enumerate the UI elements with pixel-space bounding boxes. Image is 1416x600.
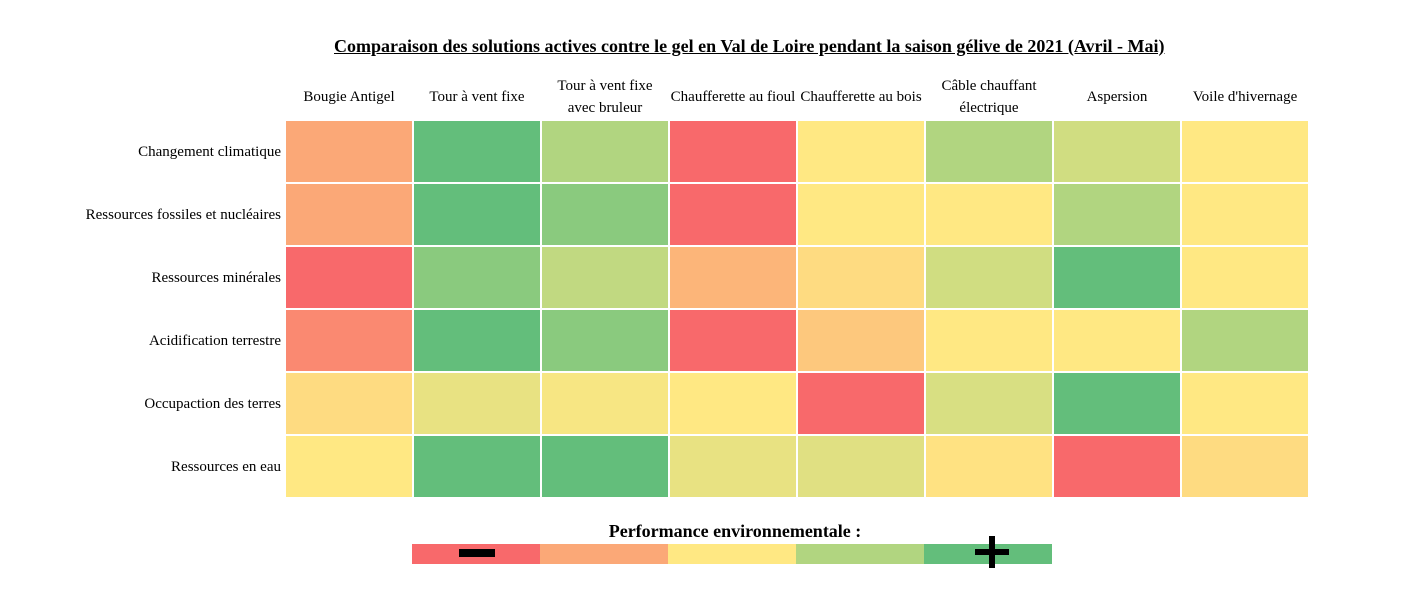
row-header: Occupaction des terres (144, 395, 281, 412)
heatmap-cell-r0-c4 (798, 121, 924, 182)
heatmap-cell-r5-c7 (1182, 436, 1308, 497)
row-header: Ressources minérales (151, 269, 281, 286)
heatmap-cell-r2-c6 (1054, 247, 1180, 308)
chart-title: Comparaison des solutions actives contre… (334, 36, 1165, 56)
heatmap-cell-r5-c0 (286, 436, 412, 497)
row-header: Ressources fossiles et nucléaires (85, 206, 281, 223)
heatmap-cell-r0-c1 (414, 121, 540, 182)
row-header: Ressources en eau (171, 458, 281, 475)
row-header: Changement climatique (138, 143, 281, 160)
column-header: Bougie Antigel (303, 89, 395, 105)
heatmap-cell-r5-c2 (542, 436, 668, 497)
heatmap-cell-r4-c4 (798, 373, 924, 434)
heatmap-cell-r3-c7 (1182, 310, 1308, 371)
heatmap-cell-r5-c3 (670, 436, 796, 497)
heatmap-cell-r2-c1 (414, 247, 540, 308)
heatmap-cell-r4-c3 (670, 373, 796, 434)
column-header: Chaufferette au bois (800, 89, 922, 105)
heatmap-cell-r2-c4 (798, 247, 924, 308)
heatmap-cell-r1-c0 (286, 184, 412, 245)
heatmap-cell-r5-c1 (414, 436, 540, 497)
heatmap-cell-r0-c6 (1054, 121, 1180, 182)
heatmap-cell-r3-c2 (542, 310, 668, 371)
heatmap-cell-r1-c3 (670, 184, 796, 245)
heatmap-cell-r0-c5 (926, 121, 1052, 182)
heatmap-cell-r2-c5 (926, 247, 1052, 308)
column-header: Voile d'hivernage (1192, 89, 1298, 105)
legend-minus-icon (459, 549, 495, 557)
legend-plus-icon-vertical (989, 536, 995, 568)
heatmap-cell-r3-c0 (286, 310, 412, 371)
heatmap-cell-r1-c5 (926, 184, 1052, 245)
heatmap-cell-r2-c2 (542, 247, 668, 308)
heatmap-cell-r3-c3 (670, 310, 796, 371)
row-header: Acidification terrestre (148, 332, 281, 349)
column-header: Chaufferette au fioul (670, 89, 796, 105)
heatmap-cell-r2-c7 (1182, 247, 1308, 308)
heatmap-cell-r5-c6 (1054, 436, 1180, 497)
heatmap-cell-r2-c0 (286, 247, 412, 308)
legend-swatch-2 (540, 544, 668, 564)
heatmap-cell-r3-c4 (798, 310, 924, 371)
heatmap-cell-r4-c6 (1054, 373, 1180, 434)
column-header: Aspersion (1086, 89, 1148, 105)
heatmap-cell-r5-c4 (798, 436, 924, 497)
heatmap-cell-r1-c6 (1054, 184, 1180, 245)
column-header: Câble chauffant électrique (941, 78, 1037, 116)
heatmap-cell-r1-c7 (1182, 184, 1308, 245)
heatmap-cell-r0-c0 (286, 121, 412, 182)
heatmap-cell-r4-c1 (414, 373, 540, 434)
heatmap-cell-r4-c2 (542, 373, 668, 434)
heatmap-cell-r0-c7 (1182, 121, 1308, 182)
legend-title: Performance environnementale : (608, 521, 862, 541)
heatmap-cell-r4-c5 (926, 373, 1052, 434)
heatmap-cell-r4-c7 (1182, 373, 1308, 434)
heatmap-cell-r2-c3 (670, 247, 796, 308)
heatmap-cell-r3-c5 (926, 310, 1052, 371)
legend-swatch-3 (668, 544, 796, 564)
column-header: Tour à vent fixe (429, 89, 525, 105)
heatmap-cell-r4-c0 (286, 373, 412, 434)
legend-swatch-4 (796, 544, 924, 564)
heatmap-cell-r5-c5 (926, 436, 1052, 497)
heatmap-cell-r0-c3 (670, 121, 796, 182)
heatmap-cell-r0-c2 (542, 121, 668, 182)
column-header: Tour à vent fixe avec bruleur (557, 78, 653, 116)
heatmap-cell-r1-c1 (414, 184, 540, 245)
heatmap-cell-r3-c1 (414, 310, 540, 371)
heatmap-cell-r1-c4 (798, 184, 924, 245)
heatmap-cell-r1-c2 (542, 184, 668, 245)
heatmap-cell-r3-c6 (1054, 310, 1180, 371)
